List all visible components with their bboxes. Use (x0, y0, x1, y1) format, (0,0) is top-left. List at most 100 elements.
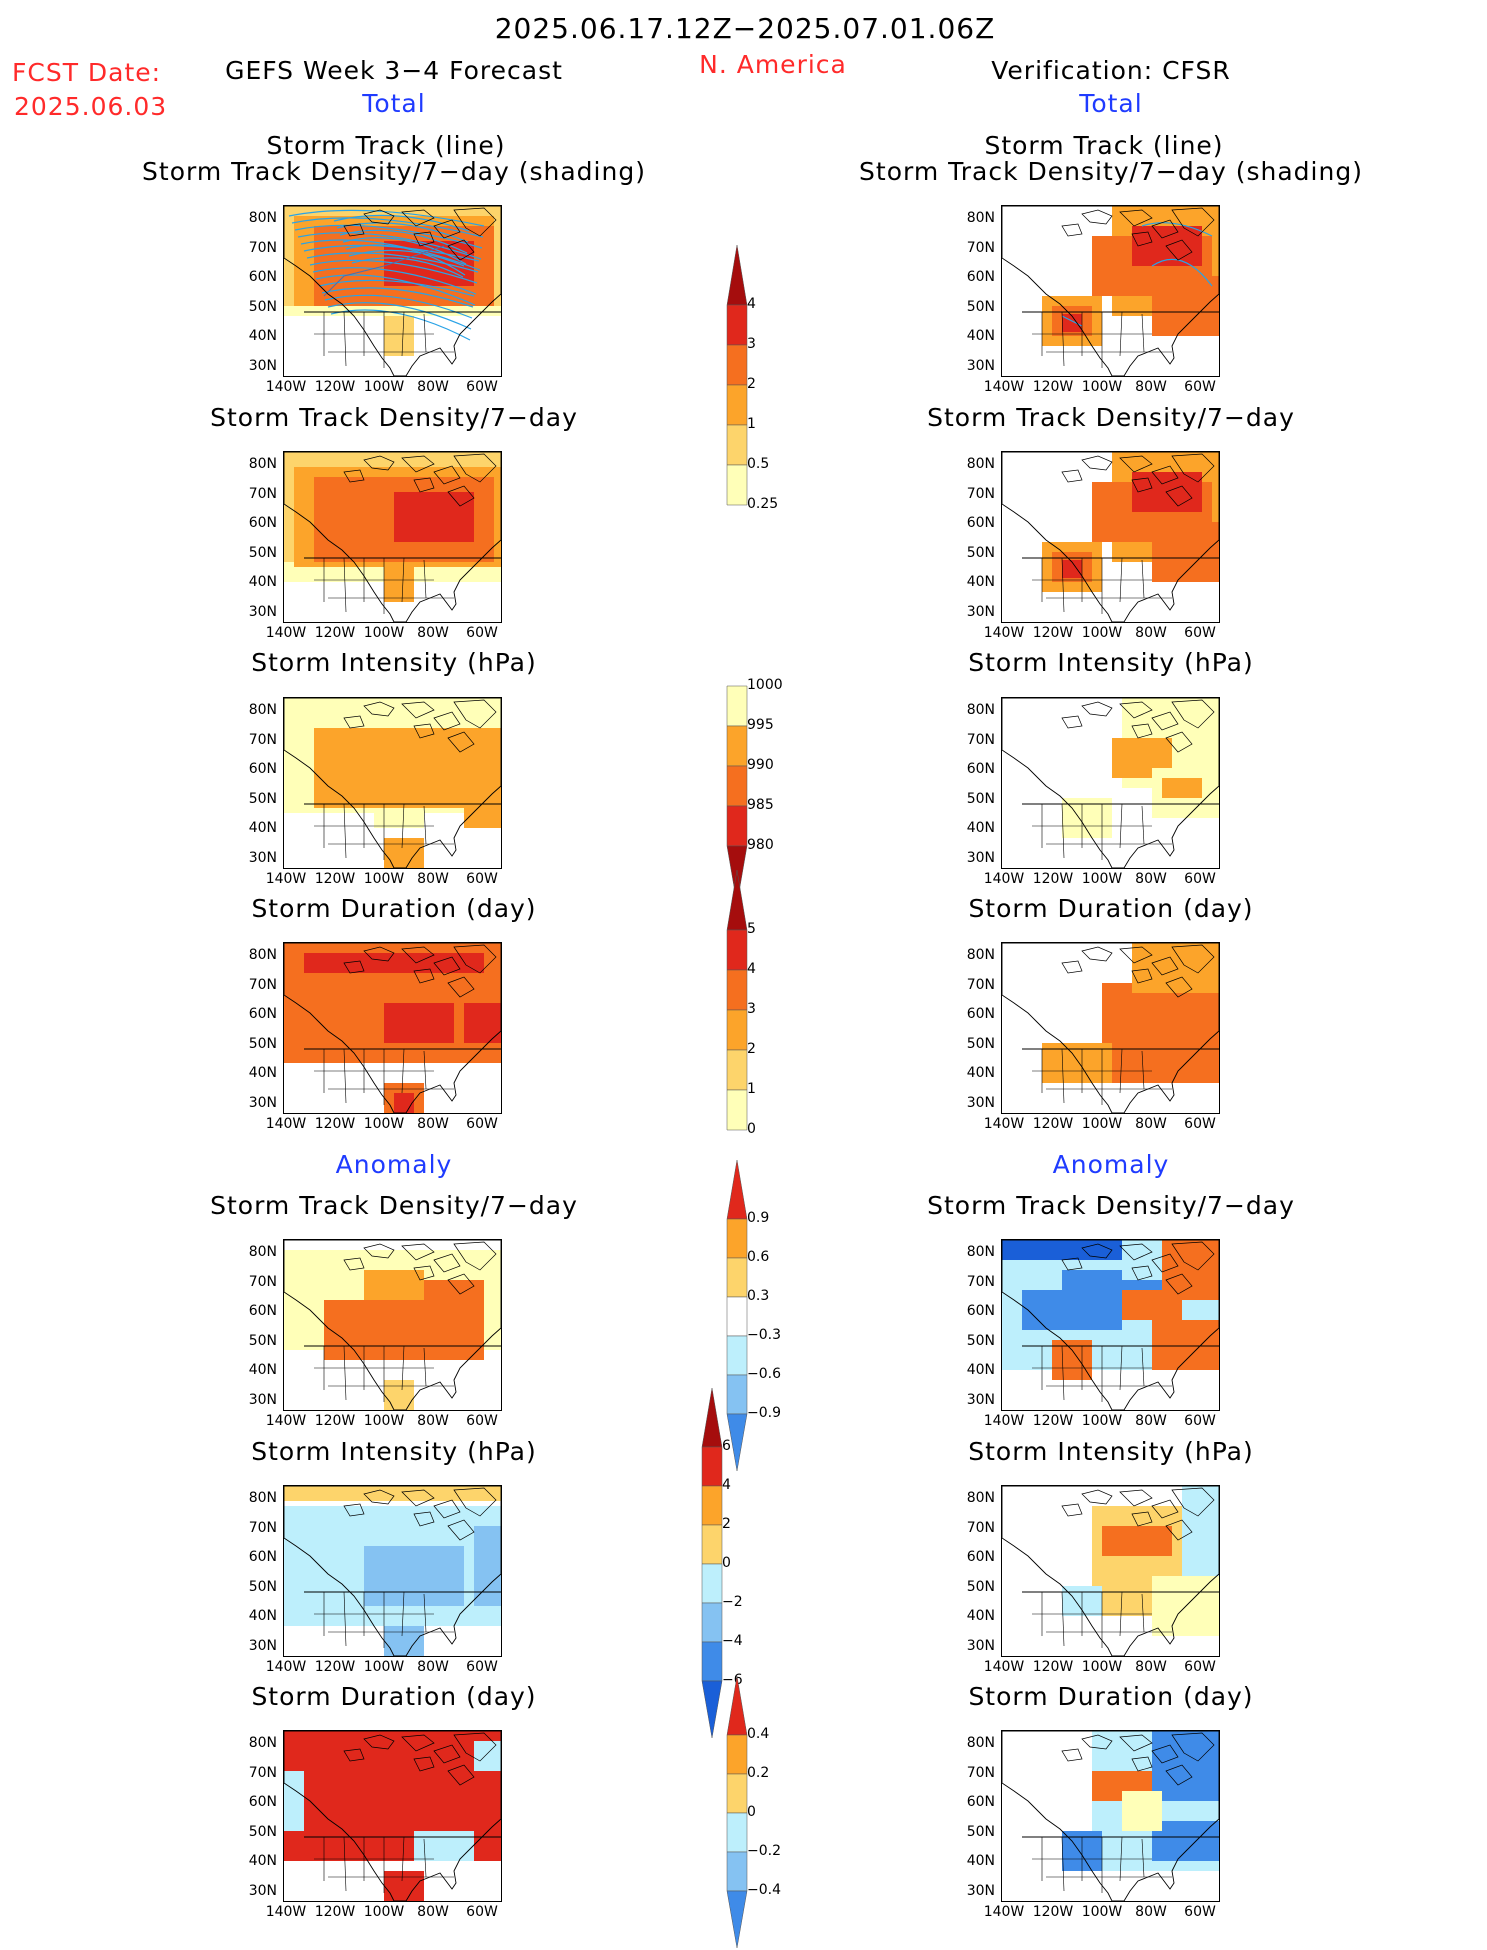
lat-label: 40N (966, 820, 995, 836)
lat-label: 40N (248, 1853, 277, 1869)
lon-label: 140W (265, 379, 307, 395)
lat-label: 80N (248, 1735, 277, 1751)
left-intensity-anom-title: Storm Intensity (hPa) (251, 1437, 537, 1466)
lat-label: 80N (248, 947, 277, 963)
region-label: N. America (699, 50, 847, 79)
lat-label: 70N (248, 239, 277, 256)
left-track-line-title: Storm Track (line) (266, 131, 506, 160)
verification-title: Verification: CFSR (991, 56, 1231, 85)
lat-label: 30N (966, 849, 995, 866)
lat-label: 60N (248, 1794, 277, 1810)
colorbar-tick-label: −2 (722, 1594, 743, 1610)
colorbar-tick-label: 6 (722, 1438, 731, 1454)
lon-label: 120W (1032, 1413, 1074, 1429)
duration-total-colorbar (726, 870, 748, 1131)
lat-label: 50N (966, 1332, 995, 1349)
colorbar-tick-label: 3 (747, 336, 756, 352)
colorbar-tick-label: 2 (747, 376, 756, 392)
lat-label: 80N (966, 456, 995, 472)
right-track-line-title: Storm Track (line) (984, 131, 1224, 160)
lat-label: 50N (966, 1578, 995, 1595)
forecast-duration-anom-map (283, 1730, 502, 1902)
lat-label: 30N (248, 849, 277, 866)
lon-label: 120W (1032, 1904, 1074, 1920)
lon-label: 60W (1184, 625, 1216, 641)
lon-label: 60W (466, 379, 498, 395)
verification-track-map (1001, 205, 1220, 377)
left-duration-anom-title: Storm Duration (day) (251, 1682, 537, 1711)
lon-label: 100W (363, 1659, 405, 1675)
lat-label: 40N (248, 328, 277, 344)
lat-label: 30N (248, 603, 277, 620)
colorbar-tick-label: 1 (747, 1081, 756, 1097)
density-total-colorbar (726, 245, 748, 506)
colorbar-tick-label: 4 (722, 1477, 731, 1493)
lon-label: 140W (265, 1413, 307, 1429)
lon-label: 80W (1135, 1659, 1167, 1675)
lat-label: 80N (966, 210, 995, 226)
colorbar-tick-label: 1000 (747, 677, 783, 693)
forecast-duration-map (283, 942, 502, 1114)
colorbar-tick-label: 5 (747, 921, 756, 937)
lat-label: 50N (966, 1823, 995, 1840)
lon-label: 120W (1032, 871, 1074, 887)
lat-label: 80N (966, 1490, 995, 1506)
right-density-title: Storm Track Density/7−day (927, 403, 1295, 432)
lat-label: 40N (966, 1853, 995, 1869)
lat-label: 60N (966, 761, 995, 777)
forecast-density-anom-map (283, 1239, 502, 1411)
lat-label: 30N (248, 1882, 277, 1899)
lon-label: 120W (314, 871, 356, 887)
fcst-label: FCST Date: (12, 58, 162, 87)
lon-label: 100W (363, 625, 405, 641)
lon-label: 140W (983, 1659, 1025, 1675)
verification-intensity-anom-map (1001, 1485, 1220, 1657)
lon-label: 60W (1184, 1904, 1216, 1920)
verification-density-anom-map (1001, 1239, 1220, 1411)
colorbar-tick-label: 990 (747, 757, 774, 773)
verification-duration-anom-map (1001, 1730, 1220, 1902)
lon-label: 80W (417, 625, 449, 641)
lat-label: 70N (248, 1519, 277, 1536)
lon-label: 140W (983, 625, 1025, 641)
lon-label: 140W (265, 1904, 307, 1920)
lon-label: 140W (983, 1116, 1025, 1132)
lat-label: 30N (248, 1637, 277, 1654)
right-intensity-title: Storm Intensity (hPa) (968, 648, 1254, 677)
lat-label: 70N (966, 1273, 995, 1290)
lat-label: 30N (966, 1882, 995, 1899)
colorbar-tick-label: 0 (747, 1804, 756, 1820)
lat-label: 70N (966, 485, 995, 502)
lat-label: 40N (248, 820, 277, 836)
lat-label: 80N (966, 702, 995, 718)
lon-label: 60W (466, 1904, 498, 1920)
lon-label: 120W (1032, 1116, 1074, 1132)
lat-label: 60N (248, 515, 277, 531)
lat-label: 80N (248, 456, 277, 472)
lon-label: 120W (314, 1116, 356, 1132)
lat-label: 40N (966, 574, 995, 590)
lon-label: 120W (314, 1413, 356, 1429)
left-density-title: Storm Track Density/7−day (210, 403, 578, 432)
lon-label: 100W (363, 1904, 405, 1920)
lat-label: 30N (248, 357, 277, 374)
colorbar-tick-label: −4 (722, 1633, 743, 1649)
lon-label: 60W (466, 625, 498, 641)
forecast-intensity-map (283, 697, 502, 869)
forecast-title: GEFS Week 3−4 Forecast (225, 56, 563, 85)
right-density-anom-title: Storm Track Density/7−day (927, 1191, 1295, 1220)
lon-label: 80W (417, 1904, 449, 1920)
colorbar-tick-label: −0.3 (747, 1327, 781, 1343)
lon-label: 100W (1081, 1116, 1123, 1132)
lat-label: 50N (248, 544, 277, 561)
lat-label: 60N (248, 1006, 277, 1022)
lon-label: 80W (417, 1659, 449, 1675)
lat-label: 60N (248, 269, 277, 285)
lat-label: 80N (966, 1735, 995, 1751)
lat-label: 50N (248, 1332, 277, 1349)
lon-label: 140W (983, 871, 1025, 887)
lon-label: 120W (314, 379, 356, 395)
lon-label: 60W (1184, 1116, 1216, 1132)
lat-label: 70N (966, 1764, 995, 1781)
lat-label: 70N (966, 731, 995, 748)
